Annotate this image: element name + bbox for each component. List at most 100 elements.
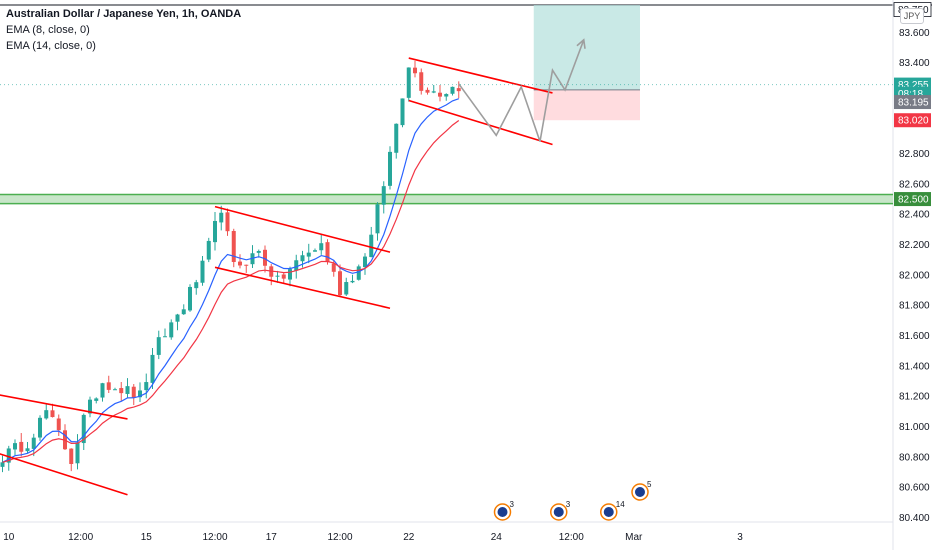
price-tick-label: 82.400 — [899, 210, 930, 221]
candle-body — [363, 256, 367, 268]
currency-unit-badge[interactable]: JPY — [900, 8, 924, 24]
support-zone — [0, 194, 893, 204]
candle-body — [194, 282, 199, 289]
candle-body — [356, 266, 361, 280]
price-tick-label: 82.200 — [899, 240, 930, 251]
ema-slow-line — [2, 120, 460, 463]
candle-body — [263, 249, 267, 266]
candle-body — [456, 88, 461, 92]
candle-body — [94, 398, 99, 401]
event-flag-icon — [553, 507, 564, 517]
price-tag-label: 08:18 — [898, 89, 923, 100]
price-tick-label: 83.600 — [899, 28, 930, 39]
candle-body — [213, 220, 217, 243]
candle-body — [31, 437, 36, 449]
candle-body — [381, 186, 386, 205]
candle-body — [313, 250, 317, 252]
time-tick-label: 24 — [491, 532, 503, 543]
candle-body — [0, 462, 5, 467]
candle-body — [288, 269, 292, 280]
candle-body — [75, 442, 80, 464]
candle-body — [244, 264, 249, 266]
channel-3-upper-line — [408, 57, 553, 94]
candle-body — [319, 243, 324, 251]
event-flag-icon — [635, 487, 645, 497]
candle-body — [394, 123, 399, 153]
channel-2-upper-line — [214, 205, 391, 253]
time-tick-label: 15 — [141, 532, 153, 543]
candle-body — [56, 418, 61, 431]
candle-body — [81, 414, 86, 444]
price-tag-label: 83.255 — [898, 80, 929, 91]
candle-body — [350, 280, 355, 283]
legend-ema-fast: EMA (8, close, 0) — [6, 24, 90, 36]
price-tick-label: 80.800 — [899, 452, 930, 463]
price-tag-label: 83.020 — [898, 116, 929, 127]
event-count-label: 5 — [647, 480, 652, 489]
time-tick-label: 17 — [266, 532, 278, 543]
candle-body — [400, 98, 405, 126]
price-tick-label: 80.400 — [899, 513, 930, 524]
candle-body — [344, 282, 349, 295]
candle-body — [206, 240, 211, 260]
candle-body — [294, 260, 299, 271]
event-count-label: 3 — [510, 500, 515, 509]
price-tick-label: 80.600 — [899, 483, 930, 494]
price-tag-label: 83.195 — [898, 98, 929, 109]
candle-body — [325, 242, 330, 263]
candle-body — [150, 354, 155, 383]
candle-body — [450, 86, 455, 94]
candle-body — [144, 382, 149, 391]
legend-title: Australian Dollar / Japanese Yen, 1h, OA… — [6, 8, 242, 20]
candle-body — [306, 252, 311, 257]
candle-body — [219, 212, 224, 223]
candle-body — [331, 263, 336, 272]
time-tick-label: 12:00 — [559, 532, 584, 543]
channel-1-lower-line — [0, 453, 128, 496]
channel-1-upper-line — [0, 394, 128, 420]
candle-body — [413, 67, 417, 74]
time-tick-label: 10 — [3, 532, 15, 543]
candle-body — [425, 89, 430, 93]
candle-body — [419, 72, 424, 91]
projection-arrow-head — [576, 38, 586, 49]
price-tick-label: 81.000 — [899, 422, 930, 433]
time-tick-label: 12:00 — [202, 532, 227, 543]
price-tick-label: 81.800 — [899, 301, 930, 312]
event-flag-icon — [603, 507, 614, 517]
candle-body — [119, 388, 124, 394]
time-tick-label: Mar — [625, 532, 643, 543]
candle-body — [406, 67, 411, 98]
projection-path — [458, 39, 585, 142]
candle-body — [13, 443, 17, 450]
candle-body — [225, 212, 230, 232]
candle-body — [50, 410, 55, 418]
channel-3-lower-line — [408, 99, 553, 146]
candle-body — [131, 386, 136, 398]
candle-body — [156, 337, 161, 355]
time-tick-label: 22 — [403, 532, 415, 543]
candle-body — [113, 389, 117, 391]
candle-body — [388, 151, 392, 186]
candle-body — [88, 399, 92, 414]
target-zone — [533, 5, 640, 90]
price-tick-label: 81.400 — [899, 361, 930, 372]
time-tick-label: 3 — [737, 532, 743, 543]
price-tick-label: 82.000 — [899, 270, 930, 281]
price-tick-label: 83.400 — [899, 58, 930, 69]
candle-body — [44, 410, 49, 419]
candle-body — [100, 383, 105, 398]
candle-body — [256, 250, 261, 253]
price-tick-label: 81.600 — [899, 331, 930, 342]
candle-body — [281, 274, 286, 279]
candle-body — [125, 386, 130, 394]
candles-group — [0, 60, 461, 473]
event-count-label: 3 — [566, 500, 571, 509]
candle-body — [163, 336, 167, 338]
channel-2-lower-line — [214, 266, 391, 310]
candle-body — [19, 441, 24, 452]
candle-body — [200, 260, 205, 283]
candle-body — [375, 204, 380, 234]
chart-legend: Australian Dollar / Japanese Yen, 1h, OA… — [6, 6, 241, 54]
